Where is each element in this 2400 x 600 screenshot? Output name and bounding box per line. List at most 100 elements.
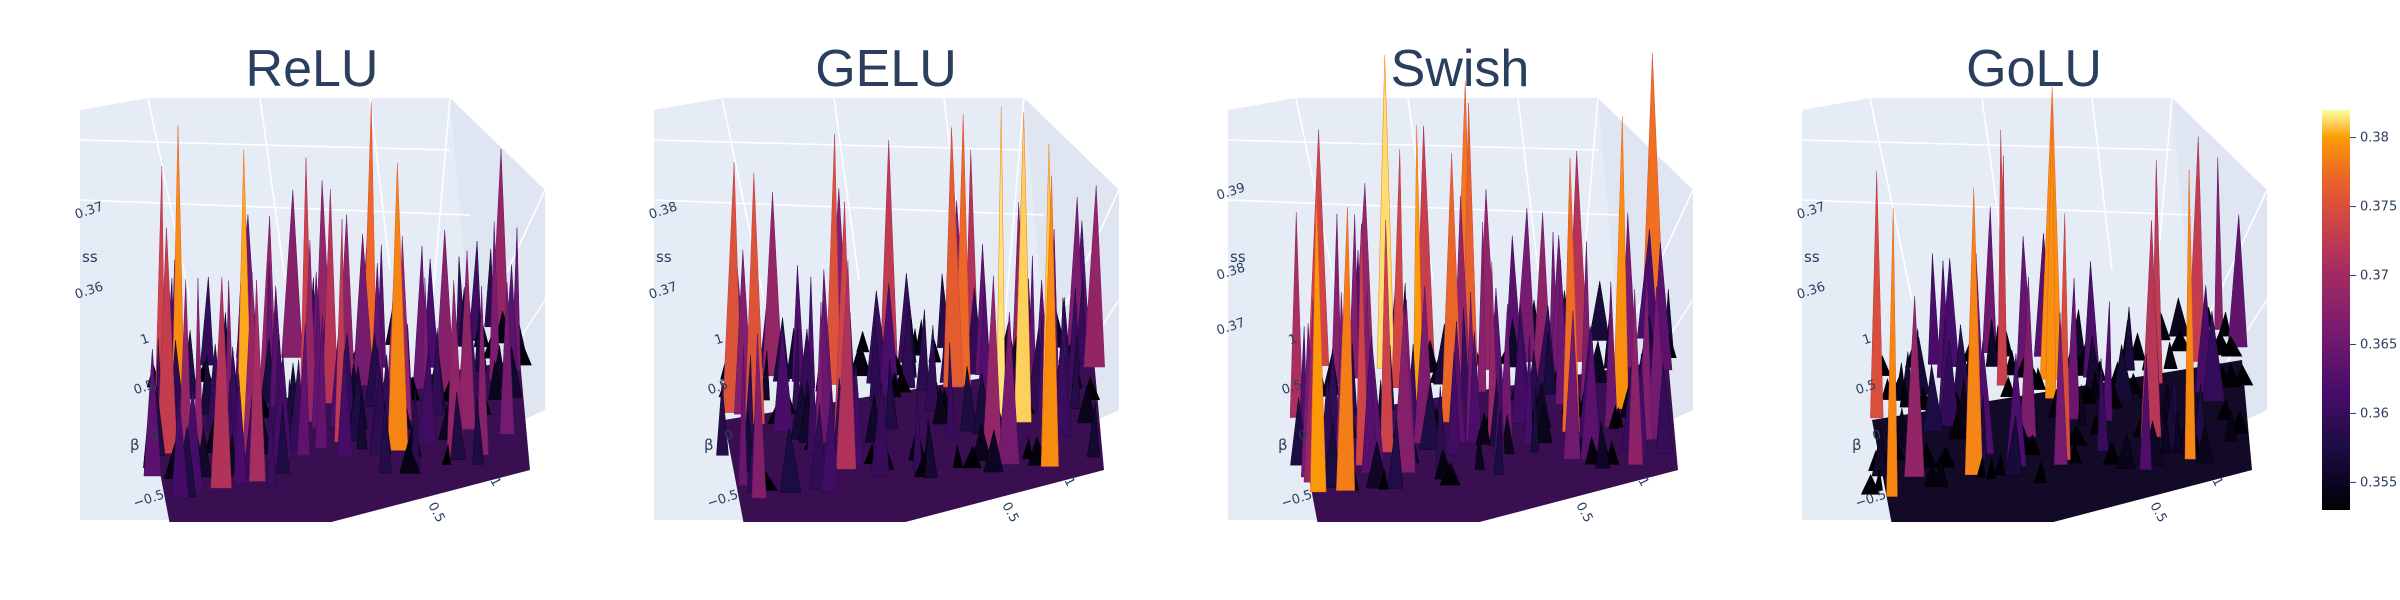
grid-line [1517, 97, 1539, 271]
surface-spike [821, 389, 839, 492]
surface-spike [233, 373, 248, 484]
grid-line [1801, 199, 2193, 216]
surface-spike [457, 250, 476, 430]
surface-spike [1921, 445, 1935, 468]
surface-spike [1993, 453, 2006, 476]
surface-spike [1899, 380, 1911, 408]
surface-spike [2160, 413, 2171, 454]
surface-spike [1628, 289, 1644, 465]
surface-spike [1500, 414, 1515, 455]
surface-spike [156, 227, 178, 454]
surface-spike [1612, 116, 1629, 410]
surface-spike [1873, 469, 1883, 491]
surface-spike [1523, 335, 1534, 445]
z-axis-label: ss [82, 248, 98, 266]
surface-spike [1391, 149, 1405, 388]
surface-spike [971, 423, 992, 461]
grid-line [147, 97, 191, 301]
surface-spike [1996, 155, 2007, 386]
surface-spike [2234, 364, 2254, 386]
surface-spike [1927, 253, 1941, 365]
y-tick-label: 0.5 [132, 378, 156, 399]
surface-spike [2112, 344, 2135, 403]
surface-spike [2053, 312, 2068, 465]
surface-spike [1446, 351, 1461, 455]
surface-spike [450, 392, 467, 460]
surface-spike [472, 397, 485, 465]
surface-spike [387, 162, 409, 451]
colorbar-tick-label: 0.365 [2360, 337, 2397, 352]
grid-line [1801, 139, 2173, 151]
surface-spike [998, 312, 1020, 465]
surface-spike [1086, 403, 1100, 458]
surface-spike [2223, 408, 2238, 442]
surface-spike [210, 276, 232, 489]
z-axis-label: ss [1230, 248, 1246, 266]
colorbar-tick-label: 0.36 [2360, 406, 2389, 421]
grid-line [1003, 97, 1025, 331]
surface-spike [1530, 388, 1540, 453]
surface-spike [1922, 364, 1944, 432]
surface-spike [1563, 310, 1581, 460]
surface-spike [1387, 418, 1404, 489]
surface-spike [2004, 349, 2018, 376]
surface-spike [296, 324, 310, 456]
surface-spike [885, 359, 898, 430]
surface-spike [2064, 424, 2088, 446]
surface-spike [499, 282, 515, 435]
surface-spike [1321, 423, 1342, 489]
surface-spike [1985, 458, 1996, 480]
surface-spike [2123, 306, 2135, 371]
surface-spike [932, 386, 950, 425]
surface-spike [1933, 446, 1956, 468]
surface-spike [2102, 301, 2113, 422]
grid-line [1869, 97, 1913, 301]
surface-spike [895, 370, 912, 393]
surface-spike [962, 445, 982, 469]
surface-spike [2102, 440, 2121, 465]
surface-spike [321, 189, 339, 404]
surface-spike [1378, 469, 1389, 490]
surface-spike [943, 127, 964, 388]
surface-spike [2163, 341, 2178, 369]
surface-spike [143, 349, 162, 477]
surface-spike [441, 444, 451, 465]
x-tick-label: 0.5 [2146, 500, 2169, 525]
panel-title: GELU [815, 40, 957, 98]
surface-spike [1013, 111, 1032, 423]
surface-spike [773, 323, 794, 432]
surface-spike [1040, 175, 1059, 467]
surface-spike [2033, 460, 2047, 484]
z-axis-label: ss [656, 248, 672, 266]
surface-spike [2216, 398, 2233, 420]
surface-spike [869, 318, 883, 401]
bottom-clip [1148, 522, 1722, 600]
surface-spike [2004, 416, 2023, 476]
grid-line [259, 97, 286, 281]
surface-spike [2220, 335, 2243, 357]
colorbar-tick-label: 0.37 [2360, 269, 2389, 284]
surface-spike [762, 192, 783, 377]
surface-spike [924, 325, 939, 411]
surface-spike [2069, 441, 2083, 464]
surface-spike [779, 427, 802, 493]
surface-spike [2169, 329, 2192, 352]
surface-spike [738, 346, 748, 486]
panel-title: ReLU [246, 40, 379, 98]
surface-spike [2115, 432, 2136, 469]
surface-spike [1870, 171, 1884, 419]
grid-line [429, 97, 451, 331]
z-axis-label: ss [1804, 248, 1820, 266]
surface-spike [2033, 366, 2046, 390]
surface-spike [870, 382, 890, 476]
surface-spike [1021, 438, 1033, 459]
surface-spike [923, 424, 938, 478]
colorbar-tick-label: 0.355 [2360, 475, 2397, 490]
surface-spike [809, 403, 828, 490]
surface-spike [2173, 410, 2184, 453]
surface-spike [171, 393, 189, 498]
surface-spike [1985, 319, 1999, 367]
surface-spike [430, 328, 444, 416]
